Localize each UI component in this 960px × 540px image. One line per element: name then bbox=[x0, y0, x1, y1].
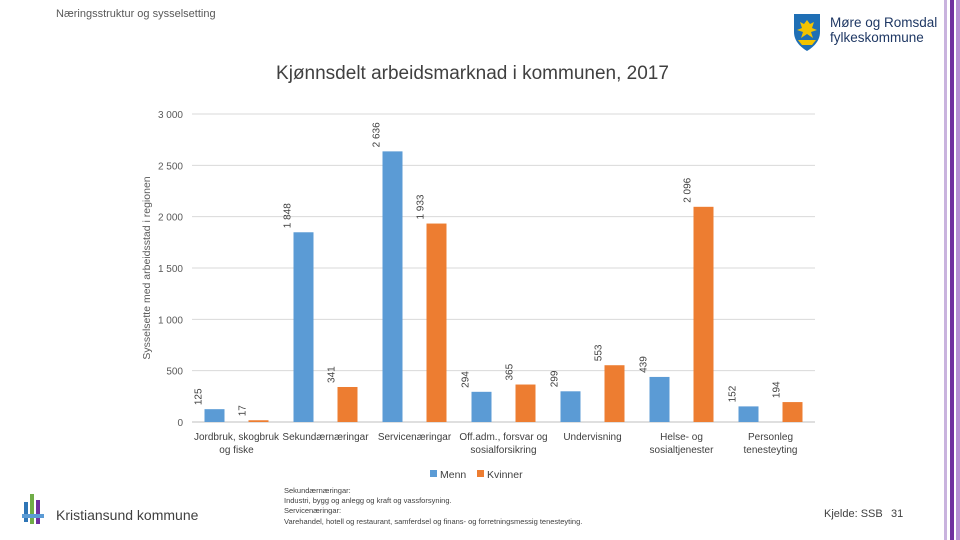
y-tick-label: 500 bbox=[166, 367, 183, 378]
note-line: Sekundærnæringar: bbox=[284, 486, 351, 495]
note-line: Varehandel, hotell og restaurant, samfer… bbox=[284, 516, 583, 526]
bar bbox=[693, 206, 714, 422]
y-tick-label: 1 500 bbox=[158, 264, 183, 275]
x-tick-label: Servicenæringar bbox=[378, 432, 452, 443]
bar bbox=[248, 420, 269, 422]
x-tick-label: tenesteyting bbox=[744, 445, 798, 456]
data-label: 17 bbox=[238, 405, 249, 417]
x-tick-label: Personleg bbox=[748, 432, 793, 443]
chart-notes: Sekundærnæringar: Industri, bygg og anle… bbox=[284, 486, 582, 527]
legend-label: Kvinner bbox=[487, 469, 523, 481]
bar bbox=[604, 365, 625, 422]
bar bbox=[204, 409, 225, 422]
bar bbox=[293, 232, 314, 422]
data-label: 1 848 bbox=[283, 203, 294, 228]
legend-label: Menn bbox=[440, 469, 466, 481]
y-tick-label: 2 500 bbox=[158, 161, 183, 172]
chart-title: Kjønnsdelt arbeidsmarknad i kommunen, 20… bbox=[276, 63, 669, 84]
y-tick-label: 2 000 bbox=[158, 213, 183, 224]
y-tick-label: 0 bbox=[177, 418, 183, 429]
shield-icon bbox=[794, 14, 820, 51]
x-tick-label: sosialtjenester bbox=[650, 445, 715, 456]
bar bbox=[649, 376, 670, 422]
x-tick-label: Off.adm., forsvar og bbox=[459, 432, 547, 443]
logo-line1: Møre og Romsdal bbox=[830, 15, 938, 30]
y-tick-label: 3 000 bbox=[158, 110, 183, 121]
data-label: 294 bbox=[461, 371, 472, 388]
data-label: 194 bbox=[772, 381, 783, 398]
data-label: 299 bbox=[550, 370, 561, 387]
note-line: Industri, bygg og anlegg og kraft og vas… bbox=[284, 496, 452, 506]
page-number: 31 bbox=[891, 508, 904, 520]
bar bbox=[382, 151, 403, 422]
section-title: Næringsstruktur og sysselsetting bbox=[56, 8, 216, 20]
data-label: 439 bbox=[639, 356, 650, 373]
bar bbox=[337, 386, 358, 422]
bar bbox=[782, 402, 803, 422]
x-tick-label: og fiske bbox=[219, 445, 254, 456]
bar bbox=[426, 223, 447, 422]
bar bbox=[738, 406, 759, 422]
municipality-logo bbox=[22, 494, 44, 524]
data-label: 2 636 bbox=[372, 122, 383, 147]
y-tick-label: 1 000 bbox=[158, 315, 183, 326]
data-label: 152 bbox=[728, 385, 739, 402]
x-tick-label: Helse- og bbox=[660, 432, 703, 443]
x-tick-label: Jordbruk, skogbruk bbox=[194, 432, 280, 443]
bar bbox=[515, 384, 536, 422]
legend-swatch bbox=[430, 470, 437, 477]
municipality-name: Kristiansund kommune bbox=[56, 507, 199, 523]
data-label: 2 096 bbox=[683, 177, 694, 202]
county-logo: Møre og Romsdal fylkeskommune bbox=[792, 12, 960, 56]
logo-text: Møre og Romsdal fylkeskommune bbox=[830, 15, 937, 45]
source-text: Kjelde: SSB bbox=[824, 508, 883, 520]
data-label: 1 933 bbox=[416, 194, 427, 219]
bar-chart: 0 500 1 000 1 500 2 000 2 500 3 000 Sysselsette… bbox=[141, 110, 815, 481]
bar bbox=[560, 391, 581, 422]
bar bbox=[471, 391, 492, 422]
logo-line2: fylkeskommune bbox=[830, 30, 924, 45]
x-tick-label: Undervisning bbox=[563, 432, 621, 443]
note-line: Servicenæringar: bbox=[284, 506, 342, 516]
data-label: 553 bbox=[594, 344, 605, 361]
decorative-stripes bbox=[944, 0, 960, 540]
data-label: 341 bbox=[327, 366, 338, 383]
x-tick-label: sosialforsikring bbox=[470, 445, 536, 456]
data-label: 365 bbox=[505, 363, 516, 380]
y-axis-label: Sysselsette med arbeidsstad i regionen bbox=[141, 176, 153, 359]
x-tick-label: Sekundærnæringar bbox=[282, 432, 369, 443]
legend-swatch bbox=[477, 470, 484, 477]
data-label: 125 bbox=[194, 388, 205, 405]
